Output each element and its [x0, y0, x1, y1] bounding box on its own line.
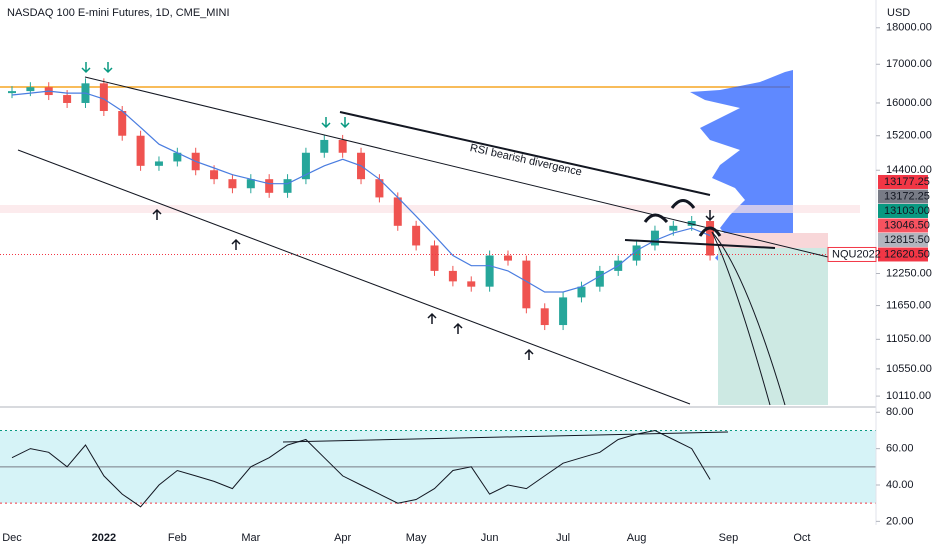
- x-tick-label: Jun: [481, 532, 499, 544]
- y-tick-label: 16000.00: [886, 97, 932, 109]
- lower-channel: [17, 149, 691, 405]
- price-label-box: [878, 189, 928, 204]
- price-label: 12815.50: [884, 234, 930, 246]
- neckline: [624, 239, 776, 249]
- price-label: 13172.25: [884, 190, 930, 202]
- candle: [448, 270, 457, 282]
- upper-channel: [84, 76, 829, 258]
- y-tick-label: 12250.00: [886, 267, 932, 279]
- candle: [173, 152, 182, 162]
- y-tick-label: 20.00: [886, 515, 914, 527]
- candle: [430, 245, 439, 271]
- projection-path: [711, 231, 786, 406]
- shoulder-arc: [698, 226, 722, 237]
- x-tick-label: Apr: [334, 532, 351, 544]
- price-label-box: [878, 174, 928, 189]
- y-tick-label: 17000.00: [886, 58, 932, 70]
- candle: [338, 139, 347, 153]
- candle: [63, 95, 72, 103]
- candle: [320, 139, 329, 153]
- price-label: 13046.50: [884, 219, 930, 231]
- x-tick-label: Mar: [241, 532, 260, 544]
- y-tick-label: 14400.00: [886, 164, 932, 176]
- candle: [8, 91, 16, 94]
- y-tick-label: 18000.00: [886, 22, 932, 34]
- candle: [375, 179, 384, 198]
- candle: [632, 245, 641, 261]
- y-tick-label: 60.00: [886, 443, 914, 455]
- candle: [283, 179, 292, 193]
- x-tick-label: Dec: [2, 532, 22, 544]
- x-tick-label: Oct: [793, 532, 810, 544]
- drawings-front: [0, 0, 877, 525]
- candle: [595, 270, 604, 287]
- y-tick-label: 11650.00: [886, 299, 931, 311]
- series-layer: [0, 78, 876, 508]
- shoulder-arc: [643, 213, 669, 224]
- candle: [650, 230, 659, 246]
- candle: [577, 286, 586, 298]
- candle: [540, 308, 549, 326]
- rsi-trendline: [282, 431, 729, 443]
- drawings-back: [0, 70, 860, 405]
- candle: [228, 179, 237, 189]
- candle: [154, 161, 163, 166]
- x-tick-label: Sep: [719, 532, 739, 544]
- candle: [669, 225, 678, 231]
- candle: [265, 179, 274, 193]
- top-arrows: [81, 62, 715, 222]
- bottom-arrows: [152, 208, 534, 360]
- candle: [99, 83, 108, 112]
- price-label: 12620.50: [884, 248, 930, 260]
- price-label: 13103.00: [884, 205, 930, 217]
- candle: [210, 170, 219, 180]
- target-zone: [718, 248, 828, 405]
- price-label-box: [878, 247, 928, 262]
- price-label-box: [878, 203, 928, 218]
- head-arc: [670, 199, 696, 209]
- candle: [467, 281, 476, 287]
- projection-path: [711, 231, 771, 406]
- x-tick-label: Feb: [168, 532, 187, 544]
- candle: [485, 255, 494, 287]
- y-tick-label: 11050.00: [886, 333, 931, 345]
- symbol-label: NQU2022: [832, 248, 881, 260]
- divergence-line: [339, 111, 711, 196]
- candle: [118, 111, 127, 136]
- y-tick-label: 15200.00: [886, 130, 932, 142]
- y-tick-label: 10550.00: [886, 363, 932, 375]
- candle: [706, 220, 715, 256]
- x-tick-label: Jul: [556, 532, 570, 544]
- candle: [246, 179, 255, 189]
- candle: [393, 197, 402, 226]
- x-tick-label: Aug: [627, 532, 647, 544]
- candle: [301, 152, 310, 180]
- price-label-box: [878, 232, 928, 247]
- y-tick-label: 10110.00: [886, 390, 931, 402]
- symbol-box: [827, 246, 877, 262]
- series-line: [11, 90, 711, 293]
- series-line: [11, 429, 711, 508]
- y-tick-label: 80.00: [886, 406, 914, 418]
- candle: [412, 225, 421, 246]
- x-tick-label: 2022: [92, 532, 116, 544]
- price-zone: [0, 205, 860, 213]
- candle: [687, 220, 696, 226]
- price-label: 13177.25: [884, 176, 930, 188]
- y-tick-label: 40.00: [886, 479, 914, 491]
- candle: [136, 135, 145, 166]
- candle: [503, 255, 512, 261]
- currency: USD: [887, 7, 910, 19]
- candle: [522, 260, 531, 309]
- chart-title: NASDAQ 100 E-mini Futures, 1D, CME_MINI: [7, 7, 230, 19]
- candle: [559, 297, 568, 326]
- x-tick-label: May: [406, 532, 427, 544]
- candle: [26, 87, 35, 92]
- price-label-box: [878, 218, 928, 233]
